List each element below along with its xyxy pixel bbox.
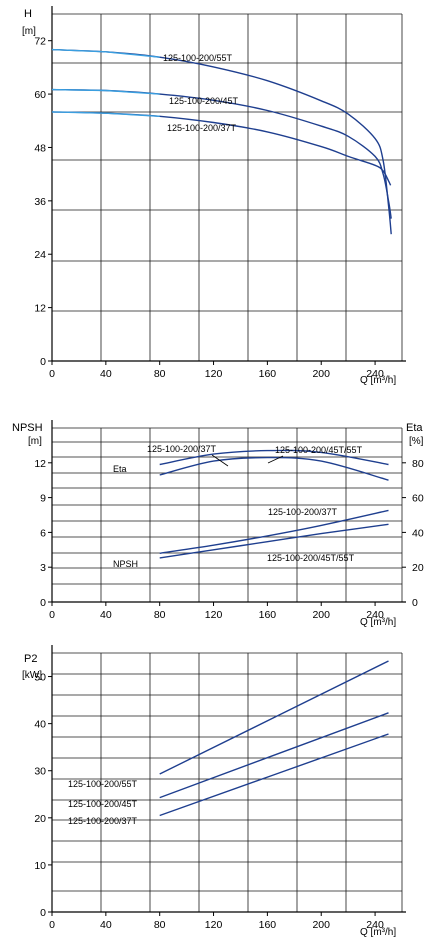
head-label-55t: 125-100-200/55T	[163, 53, 233, 63]
x-tick-label: 40	[100, 919, 112, 931]
head-label-45t: 125-100-200/45T	[169, 96, 239, 106]
series-line-eta-125-100-200-45t-55t	[159, 456, 389, 481]
head-axis-unit: [m]	[22, 26, 36, 37]
power-chart-tick-labels: 0 40 80 120 160 200 240 0 10 20 30 40 50	[34, 672, 384, 931]
x-tick-label: 240	[366, 919, 384, 931]
power-chart-series	[159, 660, 389, 817]
head-x-axis-label: Q [m³/h]	[360, 375, 396, 386]
y-tick-label: 6	[40, 527, 46, 539]
eta-label-37t-leader	[211, 454, 229, 467]
x-tick-label: 80	[154, 919, 166, 931]
y-tick-label: 60	[34, 89, 46, 101]
y-tick-label: 10	[34, 860, 46, 872]
power-label-45t: 125-100-200/45T	[68, 799, 138, 809]
y-tick-label: 9	[40, 493, 46, 505]
power-label-55t: 125-100-200/55T	[68, 779, 138, 789]
x-tick-label: 240	[366, 609, 384, 621]
head-chart-grid	[48, 6, 406, 365]
series-line-125-100-200-55t-low-flow	[51, 48, 160, 58]
y-tick-label: 36	[34, 196, 46, 208]
x-tick-label: 200	[312, 609, 330, 621]
npsh-series-label: NPSH	[113, 559, 138, 569]
y-tick-label: 0	[40, 907, 46, 919]
y-tick-label: 0	[40, 597, 46, 609]
eta-label-37t: 125-100-200/37T	[147, 444, 217, 454]
x-tick-label: 120	[205, 609, 223, 621]
power-chart: 0 40 80 120 160 200 240 0 10 20 30 40 50 P2 [kW] Q […	[22, 645, 406, 938]
x-tick-label: 0	[49, 609, 55, 621]
head-chart-series	[51, 48, 392, 235]
power-label-37t: 125-100-200/37T	[68, 816, 138, 826]
x-tick-label: 200	[312, 919, 330, 931]
x-tick-label: 120	[205, 368, 223, 380]
y2-tick-label: 80	[412, 458, 424, 470]
series-line-125-100-200-45t-low-flow	[51, 88, 160, 95]
power-axis-title: P2	[24, 653, 37, 665]
x-tick-label: 0	[49, 919, 55, 931]
x-tick-label: 200	[312, 368, 330, 380]
eta-axis-unit: [%]	[409, 436, 424, 447]
x-tick-label: 120	[205, 919, 223, 931]
power-axis-unit: [kW]	[22, 670, 42, 681]
power-chart-grid	[48, 645, 406, 916]
power-x-axis-label: Q [m³/h]	[360, 927, 396, 938]
series-line-125-100-200-55t	[51, 48, 392, 235]
y-tick-label: 12	[34, 303, 46, 315]
y-tick-label: 40	[34, 719, 46, 731]
y-tick-label: 12	[34, 458, 46, 470]
head-chart: 0 40 80 120 160 200 240 0 12 24 36 48 60 72 H [m] Q […	[22, 6, 406, 386]
series-line-npsh-125-100-200-37t	[159, 509, 389, 554]
series-line-125-100-200-55t	[159, 660, 389, 775]
x-tick-label: 40	[100, 368, 112, 380]
npsh-label-37t: 125-100-200/37T	[268, 507, 338, 517]
npsh-axis-title: NPSH	[12, 422, 43, 434]
x-tick-label: 160	[259, 919, 277, 931]
series-line-npsh-125-100-200-45t-55t	[159, 523, 389, 559]
x-tick-label: 160	[259, 368, 277, 380]
npsh-axis-unit: [m]	[28, 436, 42, 447]
y-tick-label: 50	[34, 672, 46, 684]
x-tick-label: 80	[154, 368, 166, 380]
series-line-125-100-200-37t-low-flow	[51, 111, 160, 117]
series-line-125-100-200-45t	[159, 712, 389, 799]
y2-tick-label: 20	[412, 562, 424, 574]
y-tick-label: 72	[34, 36, 46, 48]
y-tick-label: 48	[34, 142, 46, 154]
x-tick-label: 0	[49, 368, 55, 380]
eta-series-label: Eta	[113, 464, 127, 474]
y2-tick-label: 60	[412, 493, 424, 505]
series-line-125-100-200-37t	[159, 733, 389, 817]
y-tick-label: 30	[34, 766, 46, 778]
eta-axis-title: Eta	[406, 422, 423, 434]
head-axis-title: H	[24, 8, 32, 20]
npsh-eta-series	[159, 449, 389, 559]
series-line-eta-125-100-200-37t	[159, 449, 389, 466]
npsh-x-axis-label: Q [m³/h]	[360, 617, 396, 628]
head-label-37t: 125-100-200/37T	[167, 123, 237, 133]
y-tick-label: 24	[34, 249, 46, 261]
y2-tick-label: 40	[412, 527, 424, 539]
x-tick-label: 40	[100, 609, 112, 621]
head-chart-tick-labels: 0 40 80 120 160 200 240 0 12 24 36 48 60 72	[34, 36, 384, 380]
eta-label-45t-55t: 125-100-200/45T/55T	[275, 445, 363, 455]
y-tick-label: 3	[40, 562, 46, 574]
y-tick-label: 20	[34, 813, 46, 825]
y2-tick-label: 0	[412, 597, 418, 609]
x-tick-label: 80	[154, 609, 166, 621]
x-tick-label: 160	[259, 609, 277, 621]
eta-label-45t-55t-leader	[267, 455, 284, 464]
x-tick-label: 240	[366, 368, 384, 380]
y-tick-label: 0	[40, 356, 46, 368]
npsh-label-45t-55t: 125-100-200/45T/55T	[267, 553, 355, 563]
